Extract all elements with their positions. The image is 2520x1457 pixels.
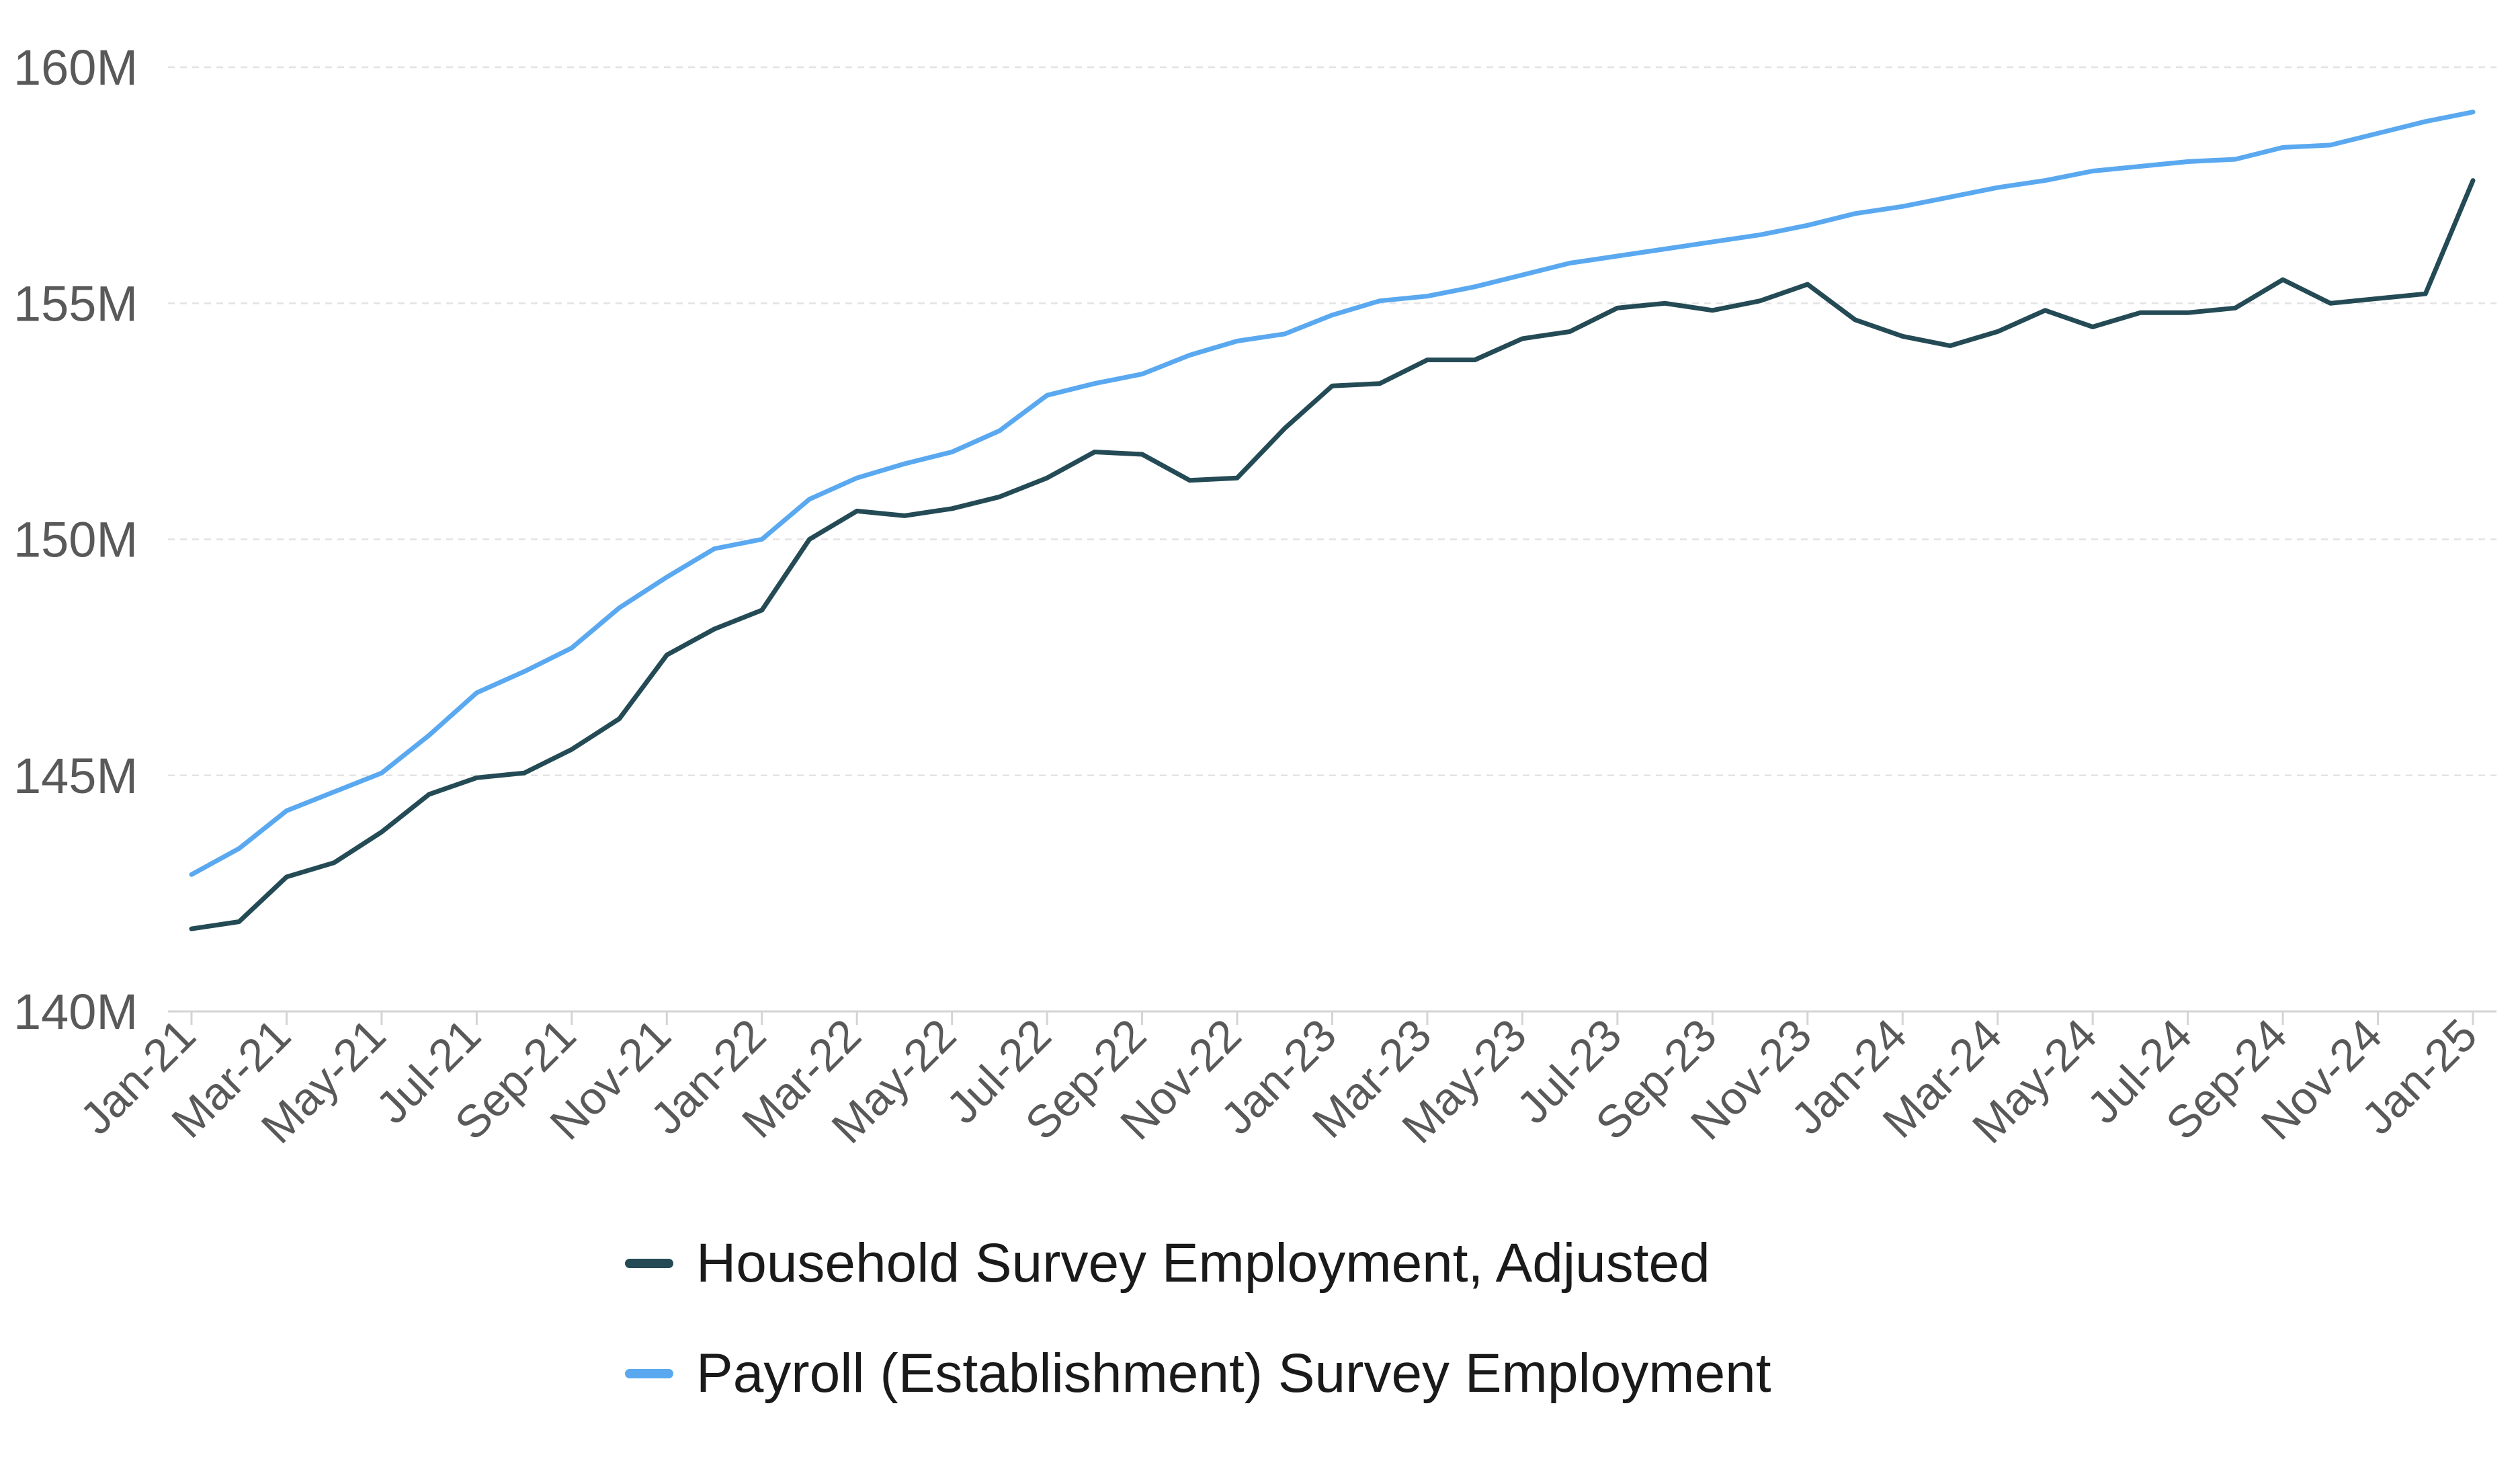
y-tick-label: 150M (13, 512, 138, 568)
legend: Household Survey Employment, Adjusted Pa… (625, 1233, 1771, 1457)
y-tick-label: 155M (13, 276, 138, 331)
series-line-payroll (189, 110, 2476, 877)
legend-swatch-payroll (625, 1369, 673, 1378)
legend-label-household: Household Survey Employment, Adjusted (696, 1233, 1710, 1294)
y-tick-label: 160M (13, 40, 138, 95)
legend-item-payroll[interactable]: Payroll (Establishment) Survey Employmen… (625, 1343, 1771, 1404)
y-axis-ticks: 140M 145M 150M 155M 160M (13, 40, 138, 1040)
y-tick-label: 145M (13, 748, 138, 804)
y-tick-label: 140M (13, 984, 138, 1040)
legend-swatch-household (625, 1259, 673, 1268)
legend-item-household[interactable]: Household Survey Employment, Adjusted (625, 1233, 1771, 1294)
line-chart: 140M 145M 150M 155M 160M Jan-21Mar-21May-21J… (13, 40, 2496, 1153)
legend-label-payroll: Payroll (Establishment) Survey Employmen… (696, 1343, 1771, 1404)
series-line-household (189, 178, 2476, 931)
grid-lines (168, 66, 2496, 776)
x-axis-ticks: Jan-21Mar-21May-21Jul-21Sep-21Nov-21Jan-… (71, 1009, 2487, 1153)
series-lines (189, 110, 2476, 931)
